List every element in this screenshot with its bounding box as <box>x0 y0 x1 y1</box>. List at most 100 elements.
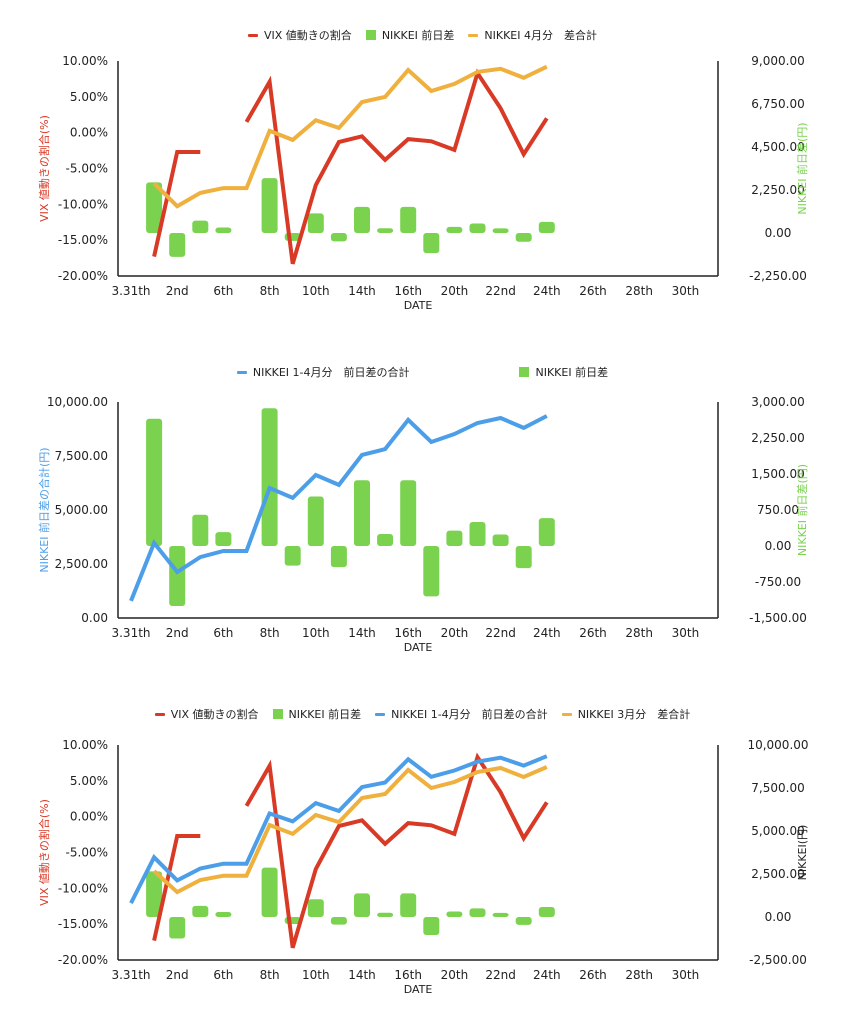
legend-item[interactable]: NIKKEI 前日差 <box>272 706 361 722</box>
x-axis-title: DATE <box>404 299 433 312</box>
legend-swatch-line <box>236 370 247 374</box>
legend-swatch-line <box>561 712 572 716</box>
legend-item[interactable]: NIKKEI 3月分 差合計 <box>561 706 691 722</box>
left-tick-label: 0.00 <box>81 611 108 625</box>
x-tick-label: 8th <box>260 284 280 298</box>
bar <box>215 227 232 233</box>
x-tick-label: 24th <box>533 626 561 640</box>
left-axis-title: VIX 値動きの割合(%) <box>37 799 51 906</box>
legend-swatch-line <box>154 712 165 716</box>
axes <box>117 402 719 619</box>
bar <box>330 233 347 242</box>
legend-label: NIKKEI 1-4月分 前日差の合計 <box>391 708 548 721</box>
line-segment <box>152 64 548 209</box>
series-blue-line <box>129 754 548 905</box>
x-tick-label: 26th <box>579 968 607 982</box>
x-tick-label: 30th <box>672 626 700 640</box>
left-tick-label: -5.00% <box>66 846 108 860</box>
right-axis-title: NIKKEI 前日差(円) <box>795 122 809 214</box>
legend-label: NIKKEI 前日差 <box>381 29 455 42</box>
bar <box>169 233 186 257</box>
bar <box>538 221 555 233</box>
x-tick-label: 16th <box>394 968 422 982</box>
right-tick-label: 9,000.00 <box>751 54 804 68</box>
legend-item[interactable]: NIKKEI 1-4月分 前日差の合計 <box>375 706 548 722</box>
bar <box>377 228 394 233</box>
right-axis-title: NIKKEI 前日差(円) <box>795 464 809 556</box>
series-vix-line <box>152 68 549 265</box>
legend-swatch-box <box>272 709 283 719</box>
x-tick-label: 30th <box>672 284 700 298</box>
legend-label: NIKKEI 前日差 <box>535 366 609 379</box>
bar <box>492 534 509 546</box>
bar <box>307 899 324 917</box>
x-tick-label: 10th <box>302 626 330 640</box>
axes <box>117 61 719 277</box>
chart-nikkei-cumulative: NIKKEI 1-4月分 前日差の合計 NIKKEI 前日差 10,000.00 7… <box>0 364 845 654</box>
bar <box>307 213 324 233</box>
series-nikkei-bars <box>146 178 555 257</box>
legend-item[interactable]: NIKKEI 1-4月分 前日差の合計 <box>236 364 409 380</box>
legend-item[interactable]: NIKKEI 前日差 <box>519 364 608 380</box>
right-tick-label: -2,500.00 <box>749 953 807 967</box>
x-tick-label: 6th <box>213 626 233 640</box>
bar <box>354 893 370 917</box>
bar <box>215 532 232 546</box>
series-orange-line <box>152 765 548 895</box>
x-tick-label: 3.31th <box>111 968 150 982</box>
line-segment <box>244 752 549 949</box>
x-tick-label: 26th <box>579 626 607 640</box>
x-tick-label: 8th <box>260 626 280 640</box>
legend-item[interactable]: NIKKEI 前日差 <box>365 27 455 43</box>
bar <box>492 228 509 233</box>
x-tick-label: 2nd <box>166 968 189 982</box>
bar <box>400 206 417 233</box>
series-vix-line <box>152 752 549 949</box>
x-tick-label: 6th <box>213 284 233 298</box>
left-tick-label: 5.00% <box>70 774 108 788</box>
legend-swatch-box <box>365 30 376 40</box>
line-segment <box>129 414 548 602</box>
right-tick-label: 5,000.00 <box>751 824 804 838</box>
left-tick-label: -10.00% <box>58 881 108 895</box>
line-segment <box>129 754 548 905</box>
x-tick-label: 20th <box>441 626 469 640</box>
x-tick-label: 28th <box>625 284 653 298</box>
bar <box>377 912 394 917</box>
bar <box>330 546 347 568</box>
x-tick-label: 14th <box>348 284 376 298</box>
legend-item[interactable]: NIKKEI 4月分 差合計 <box>468 27 597 43</box>
bar <box>192 514 209 546</box>
legend: VIX 値動きの割合 NIKKEI 前日差 NIKKEI 1-4月分 前日差の合計 N… <box>0 706 845 722</box>
legend-label: NIKKEI 3月分 差合計 <box>577 708 691 721</box>
legend-label: VIX 値動きの割合 <box>170 708 259 721</box>
x-tick-label: 24th <box>533 284 561 298</box>
legend: NIKKEI 1-4月分 前日差の合計 NIKKEI 前日差 <box>0 364 845 380</box>
left-tick-label: 10.00% <box>62 738 108 752</box>
bar <box>423 546 440 597</box>
right-tick-label: -750.00 <box>755 575 801 589</box>
right-tick-label: 2,250.00 <box>751 183 804 197</box>
x-tick-label: 16th <box>394 626 422 640</box>
legend-item[interactable]: VIX 値動きの割合 <box>248 27 352 43</box>
bar <box>146 182 163 233</box>
line-segment <box>244 68 549 265</box>
x-tick-label: 28th <box>625 968 653 982</box>
right-tick-label: 10,000.00 <box>747 738 808 752</box>
bar <box>515 917 532 925</box>
left-tick-label: 10.00% <box>62 54 108 68</box>
x-tick-label: 14th <box>348 626 376 640</box>
right-tick-label: 750.00 <box>757 503 799 517</box>
left-tick-label: -10.00% <box>58 197 108 211</box>
bar <box>354 206 370 233</box>
legend-item[interactable]: VIX 値動きの割合 <box>154 706 259 722</box>
right-tick-label: -1,500.00 <box>749 611 807 625</box>
bar <box>515 233 532 242</box>
legend-swatch-line <box>248 33 258 37</box>
bar <box>261 408 278 546</box>
bar <box>515 546 532 569</box>
right-tick-label: 4,500.00 <box>751 140 804 154</box>
legend-label: VIX 値動きの割合 <box>264 29 352 42</box>
right-tick-label: 2,500.00 <box>751 867 804 881</box>
